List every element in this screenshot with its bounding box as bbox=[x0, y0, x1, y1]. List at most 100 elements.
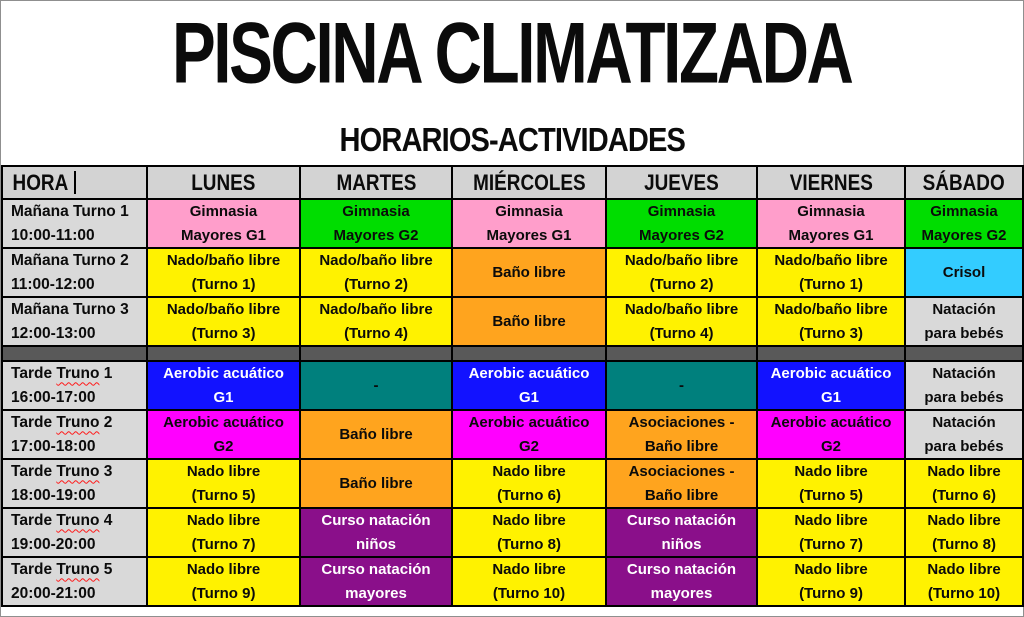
row-label-turn: Mañana Turno 2 bbox=[11, 252, 129, 270]
schedule-cell-martes: Gimnasia Mayores G2 bbox=[299, 198, 453, 249]
schedule-cell-viernes: Nado libre (Turno 5) bbox=[756, 458, 906, 509]
schedule-cell-viernes: Aerobic acuático G1 bbox=[756, 360, 906, 411]
row-label-time: 10:00-11:00 bbox=[11, 226, 95, 244]
schedule-row-manana-turno-2: Mañana Turno 2 11:00-12:00 Nado/baño libre… bbox=[1, 247, 1024, 298]
misspelled-word: Truno bbox=[56, 561, 100, 579]
schedule-cell-lunes: Nado libre (Turno 9) bbox=[146, 556, 301, 607]
schedule-cell-lunes: Nado/baño libre (Turno 1) bbox=[146, 247, 301, 298]
misspelled-word: Truno bbox=[56, 365, 100, 383]
row-label-turn: Mañana Turno 1 bbox=[11, 203, 129, 221]
schedule-cell-lunes: Nado libre (Turno 7) bbox=[146, 507, 301, 558]
schedule-cell-martes: Baño libre bbox=[299, 458, 453, 509]
schedule-cell-miercoles: Nado libre (Turno 6) bbox=[451, 458, 607, 509]
schedule-row-manana-turno-1: Mañana Turno 1 10:00-11:00 Gimnasia Mayores… bbox=[1, 198, 1024, 249]
schedule-cell-lunes: Aerobic acuático G1 bbox=[146, 360, 301, 411]
schedule-cell-martes: Curso natación mayores bbox=[299, 556, 453, 607]
schedule-cell-martes: - bbox=[299, 360, 453, 411]
separator-cell bbox=[605, 345, 758, 362]
misspelled-word: Truno bbox=[56, 512, 100, 530]
text-cursor-icon bbox=[73, 170, 76, 194]
separator-cell bbox=[904, 345, 1024, 362]
row-label-time: 18:00-19:00 bbox=[11, 486, 96, 504]
schedule-cell-lunes: Nado/baño libre (Turno 3) bbox=[146, 296, 301, 347]
schedule-cell-miercoles: Aerobic acuático G1 bbox=[451, 360, 607, 411]
schedule-cell-sabado: Natación para bebés bbox=[904, 409, 1024, 460]
separator-cell bbox=[1, 345, 148, 362]
page-title-text: PISCINA CLIMATIZADA bbox=[172, 5, 854, 102]
row-label-turn: Mañana Turno 3 bbox=[11, 301, 129, 319]
column-header-jueves: JUEVES bbox=[605, 165, 758, 200]
schedule-cell-miercoles: Gimnasia Mayores G1 bbox=[451, 198, 607, 249]
row-label: Mañana Turno 2 11:00-12:00 bbox=[1, 247, 148, 298]
schedule-cell-miercoles: Aerobic acuático G2 bbox=[451, 409, 607, 460]
schedule-cell-sabado: Gimnasia Mayores G2 bbox=[904, 198, 1024, 249]
schedule-cell-jueves: Nado/baño libre (Turno 2) bbox=[605, 247, 758, 298]
column-header-label: SÁBADO bbox=[923, 169, 1005, 195]
schedule-row-manana-turno-3: Mañana Turno 3 12:00-13:00 Nado/baño libre… bbox=[1, 296, 1024, 347]
schedule-cell-jueves: Asociaciones - Baño libre bbox=[605, 458, 758, 509]
schedule-row-tarde-truno-4: Tarde Truno 4 19:00-20:00 Nado libre (Turno… bbox=[1, 507, 1024, 558]
row-label: Tarde Truno 3 18:00-19:00 bbox=[1, 458, 148, 509]
column-header-hora: HORA bbox=[1, 165, 148, 200]
schedule-cell-viernes: Nado libre (Turno 7) bbox=[756, 507, 906, 558]
schedule-cell-sabado: Nado libre (Turno 6) bbox=[904, 458, 1024, 509]
schedule-cell-jueves: Curso natación mayores bbox=[605, 556, 758, 607]
separator-cell bbox=[299, 345, 453, 362]
row-label: Tarde Truno 2 17:00-18:00 bbox=[1, 409, 148, 460]
column-header-label: HORA bbox=[12, 169, 69, 195]
row-label-turn: Tarde Truno 4 bbox=[11, 512, 113, 530]
schedule-cell-jueves: Asociaciones - Baño libre bbox=[605, 409, 758, 460]
row-label-time: 11:00-12:00 bbox=[11, 275, 95, 293]
row-label-turn: Tarde Truno 5 bbox=[11, 561, 113, 579]
schedule-cell-sabado: Natación para bebés bbox=[904, 296, 1024, 347]
schedule-cell-sabado: Crisol bbox=[904, 247, 1024, 298]
schedule-cell-miercoles: Nado libre (Turno 10) bbox=[451, 556, 607, 607]
schedule-cell-martes: Nado/baño libre (Turno 4) bbox=[299, 296, 453, 347]
page-subtitle: HORARIOS-ACTIVIDADES bbox=[1, 121, 1023, 158]
row-label-time: 17:00-18:00 bbox=[11, 437, 96, 455]
schedule-cell-martes: Nado/baño libre (Turno 2) bbox=[299, 247, 453, 298]
column-header-label: MARTES bbox=[336, 169, 416, 195]
row-label: Tarde Truno 5 20:00-21:00 bbox=[1, 556, 148, 607]
row-label: Mañana Turno 3 12:00-13:00 bbox=[1, 296, 148, 347]
schedule-cell-jueves: Curso natación niños bbox=[605, 507, 758, 558]
schedule-cell-jueves: Gimnasia Mayores G2 bbox=[605, 198, 758, 249]
schedule-cell-lunes: Aerobic acuático G2 bbox=[146, 409, 301, 460]
schedule-row-tarde-truno-5: Tarde Truno 5 20:00-21:00 Nado libre (Turno… bbox=[1, 556, 1024, 607]
schedule-row-tarde-truno-1: Tarde Truno 1 16:00-17:00 Aerobic acuático… bbox=[1, 360, 1024, 411]
column-header-miercoles: MIÉRCOLES bbox=[451, 165, 607, 200]
misspelled-word: Truno bbox=[56, 414, 100, 432]
row-label: Tarde Truno 4 19:00-20:00 bbox=[1, 507, 148, 558]
row-label-time: 12:00-13:00 bbox=[11, 324, 96, 342]
schedule-row-tarde-truno-2: Tarde Truno 2 17:00-18:00 Aerobic acuático… bbox=[1, 409, 1024, 460]
column-header-label: VIERNES bbox=[789, 169, 873, 195]
row-label-turn: Tarde Truno 3 bbox=[11, 463, 113, 481]
separator-cell bbox=[146, 345, 301, 362]
column-header-lunes: LUNES bbox=[146, 165, 301, 200]
row-label-time: 16:00-17:00 bbox=[11, 388, 96, 406]
schedule-table: HORA LUNES MARTES MIÉRCOLES JUEVES VIERNES SÁB… bbox=[1, 165, 1024, 607]
row-label-time: 20:00-21:00 bbox=[11, 584, 96, 602]
schedule-cell-martes: Baño libre bbox=[299, 409, 453, 460]
schedule-cell-viernes: Gimnasia Mayores G1 bbox=[756, 198, 906, 249]
page-title: PISCINA CLIMATIZADA bbox=[1, 5, 1023, 107]
page-subtitle-text: HORARIOS-ACTIVIDADES bbox=[339, 121, 685, 158]
row-label-time: 19:00-20:00 bbox=[11, 535, 96, 553]
schedule-cell-sabado: Nado libre (Turno 10) bbox=[904, 556, 1024, 607]
column-header-label: MIÉRCOLES bbox=[472, 169, 586, 195]
column-header-sabado: SÁBADO bbox=[904, 165, 1024, 200]
column-header-label: JUEVES bbox=[644, 169, 719, 195]
separator-cell bbox=[451, 345, 607, 362]
separator-row bbox=[1, 345, 1024, 362]
schedule-cell-miercoles: Nado libre (Turno 8) bbox=[451, 507, 607, 558]
misspelled-word: Truno bbox=[56, 463, 100, 481]
schedule-cell-miercoles: Baño libre bbox=[451, 247, 607, 298]
schedule-cell-sabado: Natación para bebés bbox=[904, 360, 1024, 411]
schedule-cell-viernes: Nado libre (Turno 9) bbox=[756, 556, 906, 607]
column-header-martes: MARTES bbox=[299, 165, 453, 200]
schedule-row-tarde-truno-3: Tarde Truno 3 18:00-19:00 Nado libre (Turno… bbox=[1, 458, 1024, 509]
schedule-cell-viernes: Aerobic acuático G2 bbox=[756, 409, 906, 460]
schedule-cell-jueves: - bbox=[605, 360, 758, 411]
row-label-turn: Tarde Truno 2 bbox=[11, 414, 113, 432]
